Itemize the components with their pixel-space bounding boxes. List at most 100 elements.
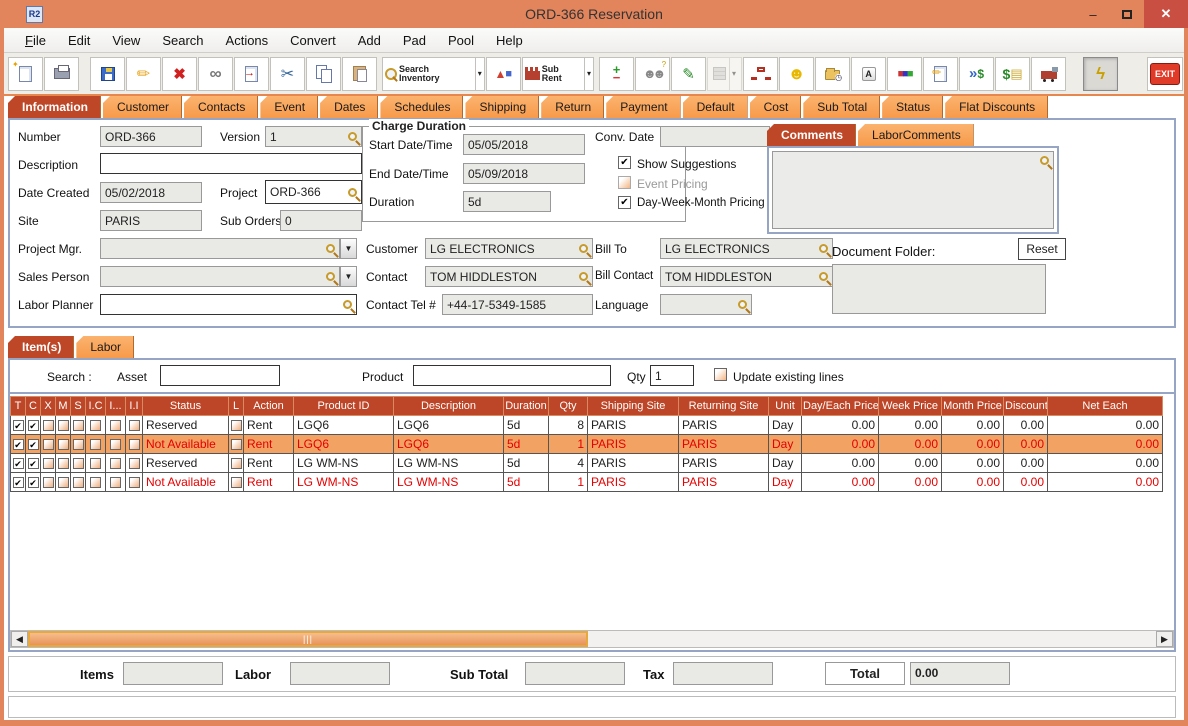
- col-x[interactable]: X: [40, 396, 56, 416]
- project-mgr-lookup-icon[interactable]: [326, 244, 335, 253]
- col-m[interactable]: M: [55, 396, 71, 416]
- save-button[interactable]: [90, 56, 125, 91]
- export-document-button[interactable]: →: [234, 56, 269, 91]
- tab-shipping[interactable]: Shipping: [465, 96, 540, 118]
- bill-to-lookup-icon[interactable]: [819, 244, 828, 253]
- show-suggestions-checkbox[interactable]: ✔: [618, 156, 631, 169]
- version-field[interactable]: 1: [265, 126, 362, 147]
- keyboard-key-button[interactable]: A: [851, 56, 887, 91]
- cell-s[interactable]: [70, 453, 86, 473]
- tab-payment[interactable]: Payment: [606, 96, 681, 118]
- tab-schedules[interactable]: Schedules: [380, 96, 464, 118]
- cell-c[interactable]: ✔: [25, 472, 41, 492]
- col-product-id[interactable]: Product ID: [293, 396, 394, 416]
- col-qty[interactable]: Qty: [548, 396, 588, 416]
- tab-contacts[interactable]: Contacts: [184, 96, 259, 118]
- comments-textarea[interactable]: [772, 151, 1054, 229]
- language-lookup-icon[interactable]: [738, 300, 747, 309]
- sales-person-dropdown-button[interactable]: ▼: [340, 266, 357, 287]
- cell-m[interactable]: [55, 453, 71, 473]
- col-s[interactable]: S: [70, 396, 86, 416]
- cell-t[interactable]: ✔: [10, 415, 26, 435]
- sales-person-lookup-icon[interactable]: [326, 272, 335, 281]
- cell-m[interactable]: [55, 472, 71, 492]
- row-checkbox-s[interactable]: [72, 420, 84, 432]
- row-checkbox-c[interactable]: ✔: [27, 439, 39, 451]
- menu-item-pad[interactable]: Pad: [402, 32, 426, 48]
- cell-t[interactable]: ✔: [10, 453, 26, 473]
- row-checkbox-s[interactable]: [72, 458, 84, 470]
- end-date-field[interactable]: 05/09/2018: [463, 163, 585, 184]
- row-checkbox-i-i[interactable]: [128, 420, 140, 432]
- row-checkbox-m[interactable]: [57, 439, 69, 451]
- cell-s[interactable]: [70, 472, 86, 492]
- row-checkbox-i-i[interactable]: [128, 439, 140, 451]
- asset-input[interactable]: [160, 365, 280, 386]
- scrollbar-thumb[interactable]: |||: [28, 631, 588, 647]
- sales-person-field[interactable]: [100, 266, 340, 287]
- cell-i-c[interactable]: [85, 453, 106, 473]
- cell-x[interactable]: [40, 453, 56, 473]
- site-field[interactable]: PARIS: [100, 210, 202, 231]
- row-checkbox-i[interactable]: [110, 458, 121, 470]
- item-row[interactable]: ✔ ✔ Reserved Rent LGQ6 LGQ6 5d 8 PARIS PARIS Day 0.…: [10, 415, 1163, 435]
- row-checkbox-m[interactable]: [57, 420, 69, 432]
- close-button[interactable]: ✕: [1144, 0, 1188, 28]
- tab-information[interactable]: Information: [8, 96, 101, 118]
- cell-m[interactable]: [55, 434, 71, 454]
- row-checkbox-i-c[interactable]: [90, 439, 101, 451]
- menu-item-pool[interactable]: Pool: [447, 32, 475, 48]
- horizontal-scrollbar[interactable]: ◀ ||| ▶: [10, 630, 1174, 648]
- scroll-left-arrow[interactable]: ◀: [11, 631, 28, 647]
- row-checkbox-i-c[interactable]: [90, 477, 101, 489]
- menu-item-add[interactable]: Add: [357, 32, 381, 48]
- tab-status[interactable]: Status: [882, 96, 944, 118]
- calendar-button[interactable]: ▾: [707, 56, 743, 91]
- exit-button[interactable]: EXIT: [1147, 56, 1183, 91]
- print-button[interactable]: [44, 56, 79, 91]
- item-row[interactable]: ✔ ✔ Not Available Rent LG WM-NS LG WM-NS 5d 1 PA…: [10, 472, 1163, 492]
- col-duration[interactable]: Duration: [503, 396, 549, 416]
- start-date-field[interactable]: 05/05/2018: [463, 134, 585, 155]
- contact-tel-field[interactable]: +44-17-5349-1585: [442, 294, 593, 315]
- 3d-products-button[interactable]: ▲ ■: [485, 56, 521, 91]
- find-button[interactable]: ∞: [198, 56, 233, 91]
- scroll-right-arrow[interactable]: ▶: [1156, 631, 1173, 647]
- cell-i-c[interactable]: [85, 434, 106, 454]
- row-checkbox-l[interactable]: [230, 477, 242, 489]
- cell-i-c[interactable]: [85, 415, 106, 435]
- col-week-price[interactable]: Week Price: [878, 396, 942, 416]
- menu-item-file[interactable]: File: [25, 32, 46, 48]
- comments-tab-laborcomments[interactable]: LaborComments: [858, 124, 974, 146]
- cell-i[interactable]: [105, 472, 126, 492]
- comments-tab-comments[interactable]: Comments: [767, 124, 857, 146]
- col-day-each-price[interactable]: Day/Each Price: [801, 396, 879, 416]
- cell-i-i[interactable]: [125, 453, 143, 473]
- row-checkbox-x[interactable]: [42, 458, 54, 470]
- col-returning-site[interactable]: Returning Site: [678, 396, 769, 416]
- row-checkbox-x[interactable]: [42, 477, 54, 489]
- row-checkbox-i-i[interactable]: [128, 477, 140, 489]
- lightning-button[interactable]: ϟ: [1083, 56, 1119, 91]
- sub-rent-button[interactable]: Sub Rent ▾: [521, 56, 595, 91]
- cell-i[interactable]: [105, 453, 126, 473]
- search-inventory-button[interactable]: Search Inventory ▾: [382, 56, 485, 91]
- row-checkbox-l[interactable]: [230, 439, 242, 451]
- row-checkbox-x[interactable]: [42, 420, 54, 432]
- row-checkbox-c[interactable]: ✔: [27, 420, 39, 432]
- col-i-i[interactable]: I.I: [125, 396, 143, 416]
- customer-field[interactable]: LG ELECTRONICS: [425, 238, 593, 259]
- cell-i-c[interactable]: [85, 472, 106, 492]
- cell-x[interactable]: [40, 434, 56, 454]
- row-checkbox-l[interactable]: [230, 458, 242, 470]
- labor-planner-field[interactable]: [100, 294, 357, 315]
- row-checkbox-m[interactable]: [57, 477, 69, 489]
- row-checkbox-c[interactable]: ✔: [27, 458, 39, 470]
- tab-return[interactable]: Return: [541, 96, 605, 118]
- menu-item-help[interactable]: Help: [496, 32, 523, 48]
- tab-event[interactable]: Event: [260, 96, 319, 118]
- items-tab-item-s[interactable]: Item(s): [8, 336, 75, 358]
- row-checkbox-i-i[interactable]: [128, 458, 140, 470]
- contact-field[interactable]: TOM HIDDLESTON: [425, 266, 593, 287]
- qty-input[interactable]: 1: [650, 365, 694, 386]
